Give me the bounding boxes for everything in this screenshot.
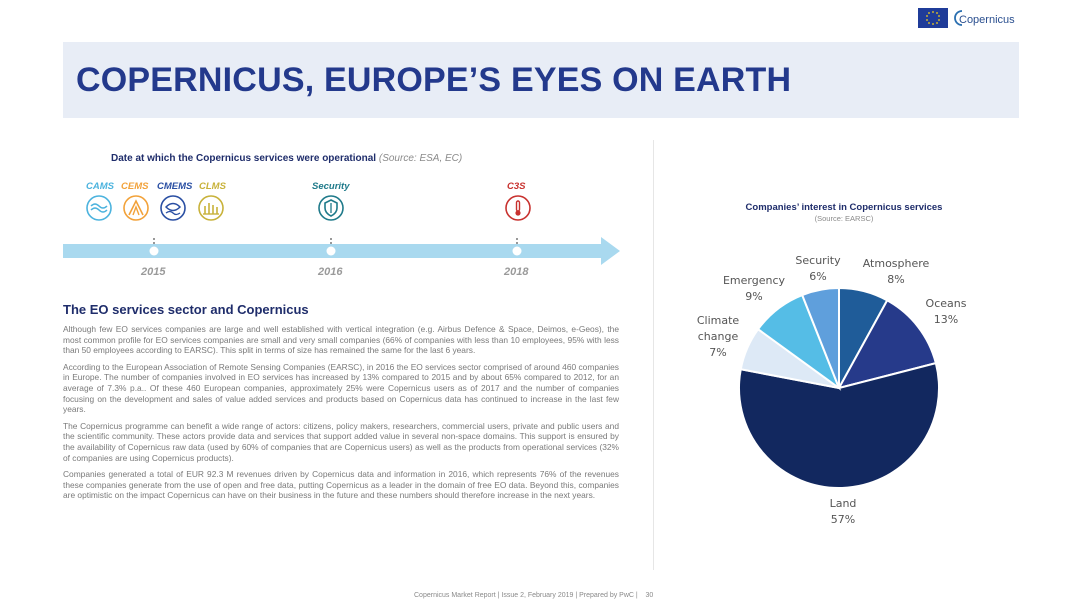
timeline-arrow: [63, 236, 620, 265]
shield-icon: [318, 195, 344, 221]
pie-label-land: Land 57%: [830, 497, 857, 526]
pie-slice-security: [800, 286, 840, 389]
service-label-clms: CLMS: [199, 181, 226, 192]
footer-text: Copernicus Market Report | Issue 2, Febr…: [414, 592, 638, 599]
paragraph: Although few EO services companies are l…: [63, 324, 619, 356]
timeline-source: (Source: ESA, EC): [378, 153, 463, 164]
year-2016: 2016: [318, 266, 343, 278]
chart-source: (Source: EARSC): [814, 214, 874, 223]
section-body: Although few EO services companies are l…: [63, 324, 619, 507]
service-label-cams: CAMS: [86, 181, 114, 192]
timeline-dot-2018: [512, 246, 522, 256]
chart-title: Companies’ interest in Copernicus servic…: [745, 202, 943, 213]
page-number: 30: [645, 592, 654, 599]
atmosphere-icon: [86, 195, 112, 221]
page-title: COPERNICUS, EUROPE’S EYES ON EARTH: [76, 61, 792, 99]
emergency-icon: [123, 195, 149, 221]
paragraph: The Copernicus programme can benefit a w…: [63, 420, 619, 463]
pie-label-security: Security 6%: [795, 254, 841, 283]
timeline-dot-2015: [149, 246, 159, 256]
marine-icon: [160, 195, 186, 221]
pie-label-emergency: Emergency 9%: [723, 274, 786, 303]
service-label-c3s: C3S: [507, 181, 526, 192]
paragraph: According to the European Association of…: [63, 361, 619, 415]
thermometer-icon: [505, 195, 531, 221]
land-icon: [198, 195, 224, 221]
year-2015: 2015: [141, 266, 166, 278]
copernicus-logo: Copernicus: [918, 8, 1015, 28]
pie-label-oceans: Oceans 13%: [926, 297, 967, 326]
pie-slice-oceans: [837, 299, 938, 390]
column-divider: [653, 140, 654, 570]
timeline-dot-2016: [326, 246, 336, 256]
timeline-title-text: Date at which the Copernicus services we…: [111, 153, 377, 164]
pie-label-atmosphere: Atmosphere 8%: [863, 257, 930, 286]
pie-label-climate-change: Climate change 7%: [697, 314, 740, 359]
logo-text: Copernicus: [959, 14, 1015, 26]
service-label-security: Security: [312, 181, 350, 192]
year-2018: 2018: [504, 266, 529, 278]
service-label-cmems: CMEMS: [157, 181, 193, 192]
timeline-title: Date at which the Copernicus services we…: [111, 153, 462, 164]
paragraph: Companies generated a total of EUR 92.3 …: [63, 469, 619, 501]
title-band: COPERNICUS, EUROPE’S EYES ON EARTH: [63, 42, 1019, 118]
footer: Copernicus Market Report | Issue 2, Febr…: [414, 592, 653, 599]
service-label-cems: CEMS: [121, 181, 149, 192]
section-heading: The EO services sector and Copernicus: [63, 302, 309, 317]
pie-chart: Atmosphere 8% Oceans 13% Land 57% Climate chang…: [697, 254, 967, 526]
pie-slice-land: [738, 361, 940, 489]
